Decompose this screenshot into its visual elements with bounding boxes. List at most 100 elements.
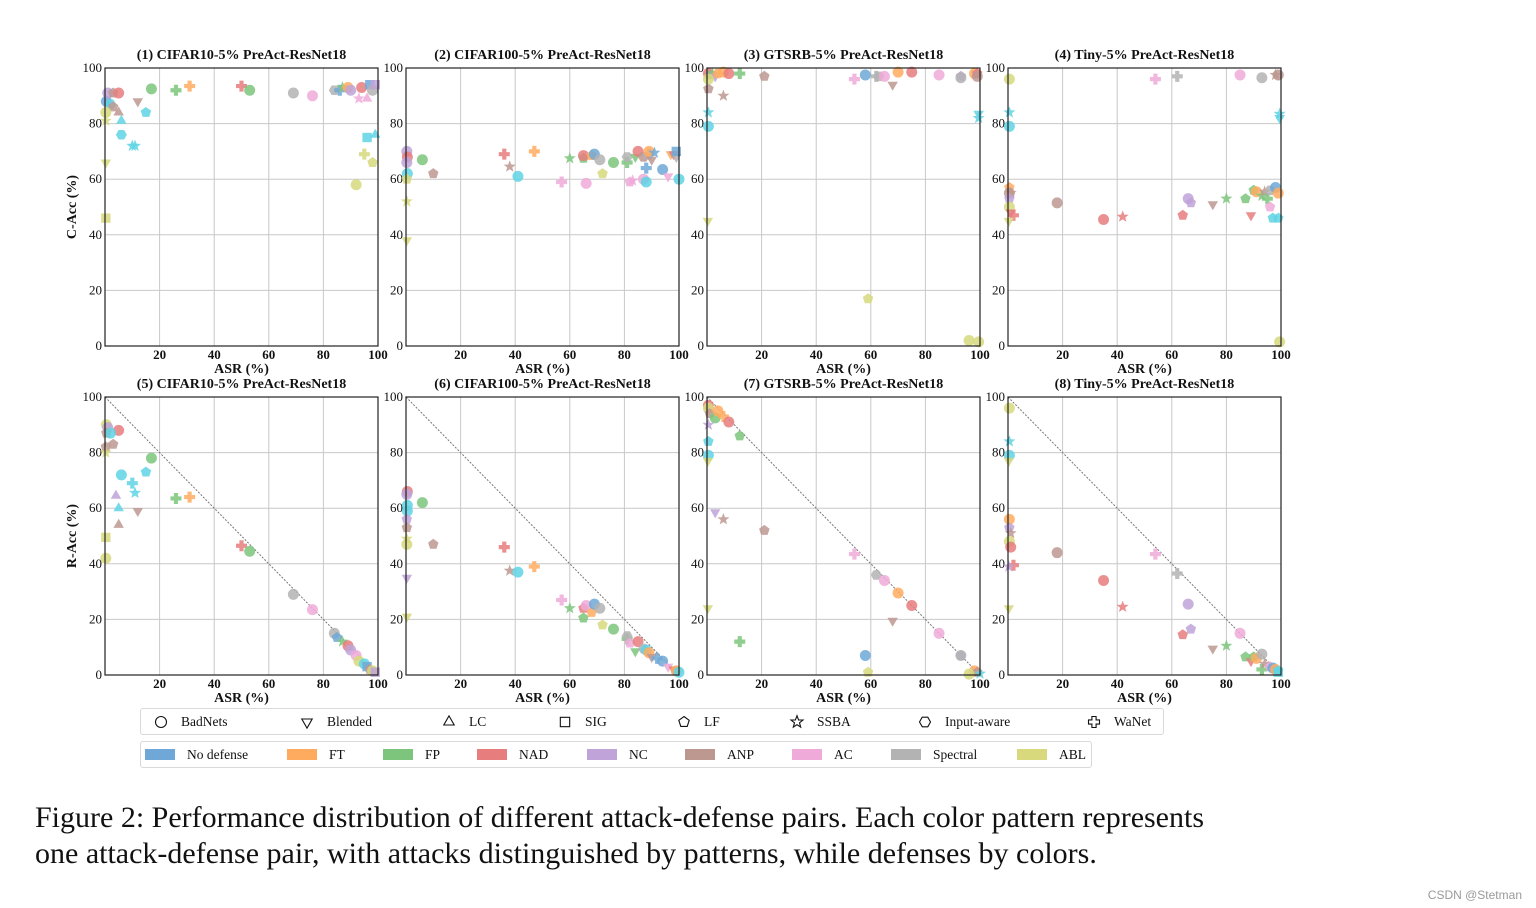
y-axis-label: C-Acc (%) (65, 175, 80, 239)
point-lf-anp (759, 70, 770, 81)
point-lf-abl (597, 619, 608, 630)
legend-label: NC (629, 746, 648, 762)
point-badnets-fp (244, 545, 256, 557)
x-tick-label: 60 (563, 676, 576, 691)
point-wanet-nad (498, 148, 510, 160)
point-ssba-unlisted (1003, 435, 1016, 447)
y-tick-label: 80 (691, 445, 704, 460)
y-tick-label: 20 (992, 282, 1005, 297)
x-tick-label: 80 (1220, 676, 1233, 691)
legend-attack-ssba: SSBA (789, 709, 851, 734)
point-lf-anp (401, 522, 412, 533)
x-tick-label: 100 (1271, 676, 1291, 691)
point-lf-abl (367, 157, 378, 167)
point-ssba-unlisted (129, 486, 141, 498)
triangle-down-icon (300, 717, 314, 729)
point-lf-anp (428, 538, 439, 549)
point-sig-unlisted (362, 132, 372, 143)
point-badnets-fp (145, 452, 157, 464)
point-badnets-ac (878, 70, 890, 82)
x-tick-label: 80 (1220, 347, 1233, 362)
circle-icon (154, 715, 168, 728)
point-badnets-anp (1272, 69, 1284, 81)
x-axis-label: ASR (%) (816, 362, 871, 377)
point-badnets-nad (906, 66, 918, 78)
point-ssba-fp (563, 602, 576, 614)
point-badnets-nc (401, 157, 413, 169)
point-wanet-fp (734, 68, 746, 80)
legend-label: FT (329, 746, 345, 762)
point-wanet-fp (734, 636, 746, 648)
x-tick-label: 20 (1056, 676, 1069, 691)
point-lf-anp (108, 101, 119, 112)
point-wanet-ac (556, 594, 568, 606)
y-tick-label: 40 (89, 556, 102, 571)
point-badnets-abl (350, 179, 362, 191)
point-badnets-spectral (594, 602, 606, 614)
legend-label: AC (834, 746, 853, 762)
y-tick-label: 20 (89, 611, 102, 626)
x-tick-label: 20 (153, 347, 166, 362)
x-axis-label: ASR (%) (515, 691, 570, 706)
color-swatch (587, 749, 617, 760)
point-ssba-anp (717, 89, 730, 101)
point-lf-anp (428, 168, 439, 179)
point-badnets-ac (1234, 69, 1246, 81)
caption-line-1: Figure 2: Performance distribution of di… (35, 801, 1205, 834)
legend-attack-input-aware: Input-aware (917, 709, 1010, 734)
point-badnets-nad (723, 416, 735, 428)
point-blended-abl (1003, 217, 1015, 227)
point-ssba-fp (563, 152, 576, 164)
point-blended-abl (702, 605, 714, 615)
x-tick-label: 80 (618, 676, 631, 691)
legend-defense-nad: NAD (477, 742, 548, 767)
point-badnets-abl (973, 336, 985, 348)
point-badnets-fp (607, 157, 619, 169)
point-input-aware-spectral (621, 152, 633, 162)
point-blended-anp (132, 508, 143, 517)
y-tick-label: 40 (992, 227, 1005, 242)
point-badnets-ac (1234, 627, 1246, 639)
point-badnets-unlisted (512, 566, 524, 578)
point-wanet-spectral (1171, 568, 1183, 580)
point-badnets-spectral (1256, 648, 1268, 660)
point-lf-nad (1177, 209, 1188, 220)
point-badnets-ft (643, 145, 655, 157)
point-lc-unlisted (113, 502, 124, 512)
point-lc-ac (361, 92, 373, 102)
y-tick-label: 60 (390, 500, 403, 515)
y-axis-label: R-Acc (%) (65, 504, 80, 568)
x-tick-label: 60 (864, 347, 877, 362)
y-tick-label: 80 (89, 445, 102, 460)
color-swatch (792, 749, 822, 760)
point-lf-abl (862, 293, 874, 304)
y-tick-label: 80 (89, 116, 102, 131)
x-tick-label: 100 (368, 347, 388, 362)
x-tick-label: 100 (1271, 347, 1291, 362)
x-tick-label: 60 (864, 676, 877, 691)
point-blended-abl (702, 457, 714, 467)
point-lf-nc (1185, 197, 1197, 208)
point-ssba-unlisted (129, 139, 141, 151)
subplot-6: 0 20 40 60 80 100 20 40 60 80 100 (6) CIFAR100-5% P… (384, 377, 689, 706)
point-lf-unlisted (140, 466, 152, 477)
point-sig-unlisted (1273, 667, 1283, 677)
x-tick-label: 40 (810, 676, 823, 691)
x-tick-label: 60 (1165, 347, 1178, 362)
point-blended-abl (401, 613, 413, 623)
point-wanet-nad (498, 541, 510, 553)
y-tick-label: 60 (390, 171, 403, 186)
color-swatch (891, 749, 921, 760)
point-badnets-unlisted (115, 469, 127, 481)
x-tick-label: 80 (317, 347, 330, 362)
point-badnets-ft (1003, 513, 1015, 525)
point-blended-fp (630, 648, 641, 658)
legend-attack-lc: LC (441, 709, 486, 734)
point-badnets-abl (1274, 336, 1286, 348)
x-axis-label: ASR (%) (816, 691, 871, 706)
plot-frame (706, 396, 981, 676)
point-lf-nad (1177, 629, 1188, 640)
y-tick-label: 100 (685, 60, 705, 75)
subplot-title: (2) CIFAR100-5% PreAct-ResNet18 (434, 48, 650, 63)
color-swatch (1017, 749, 1047, 760)
